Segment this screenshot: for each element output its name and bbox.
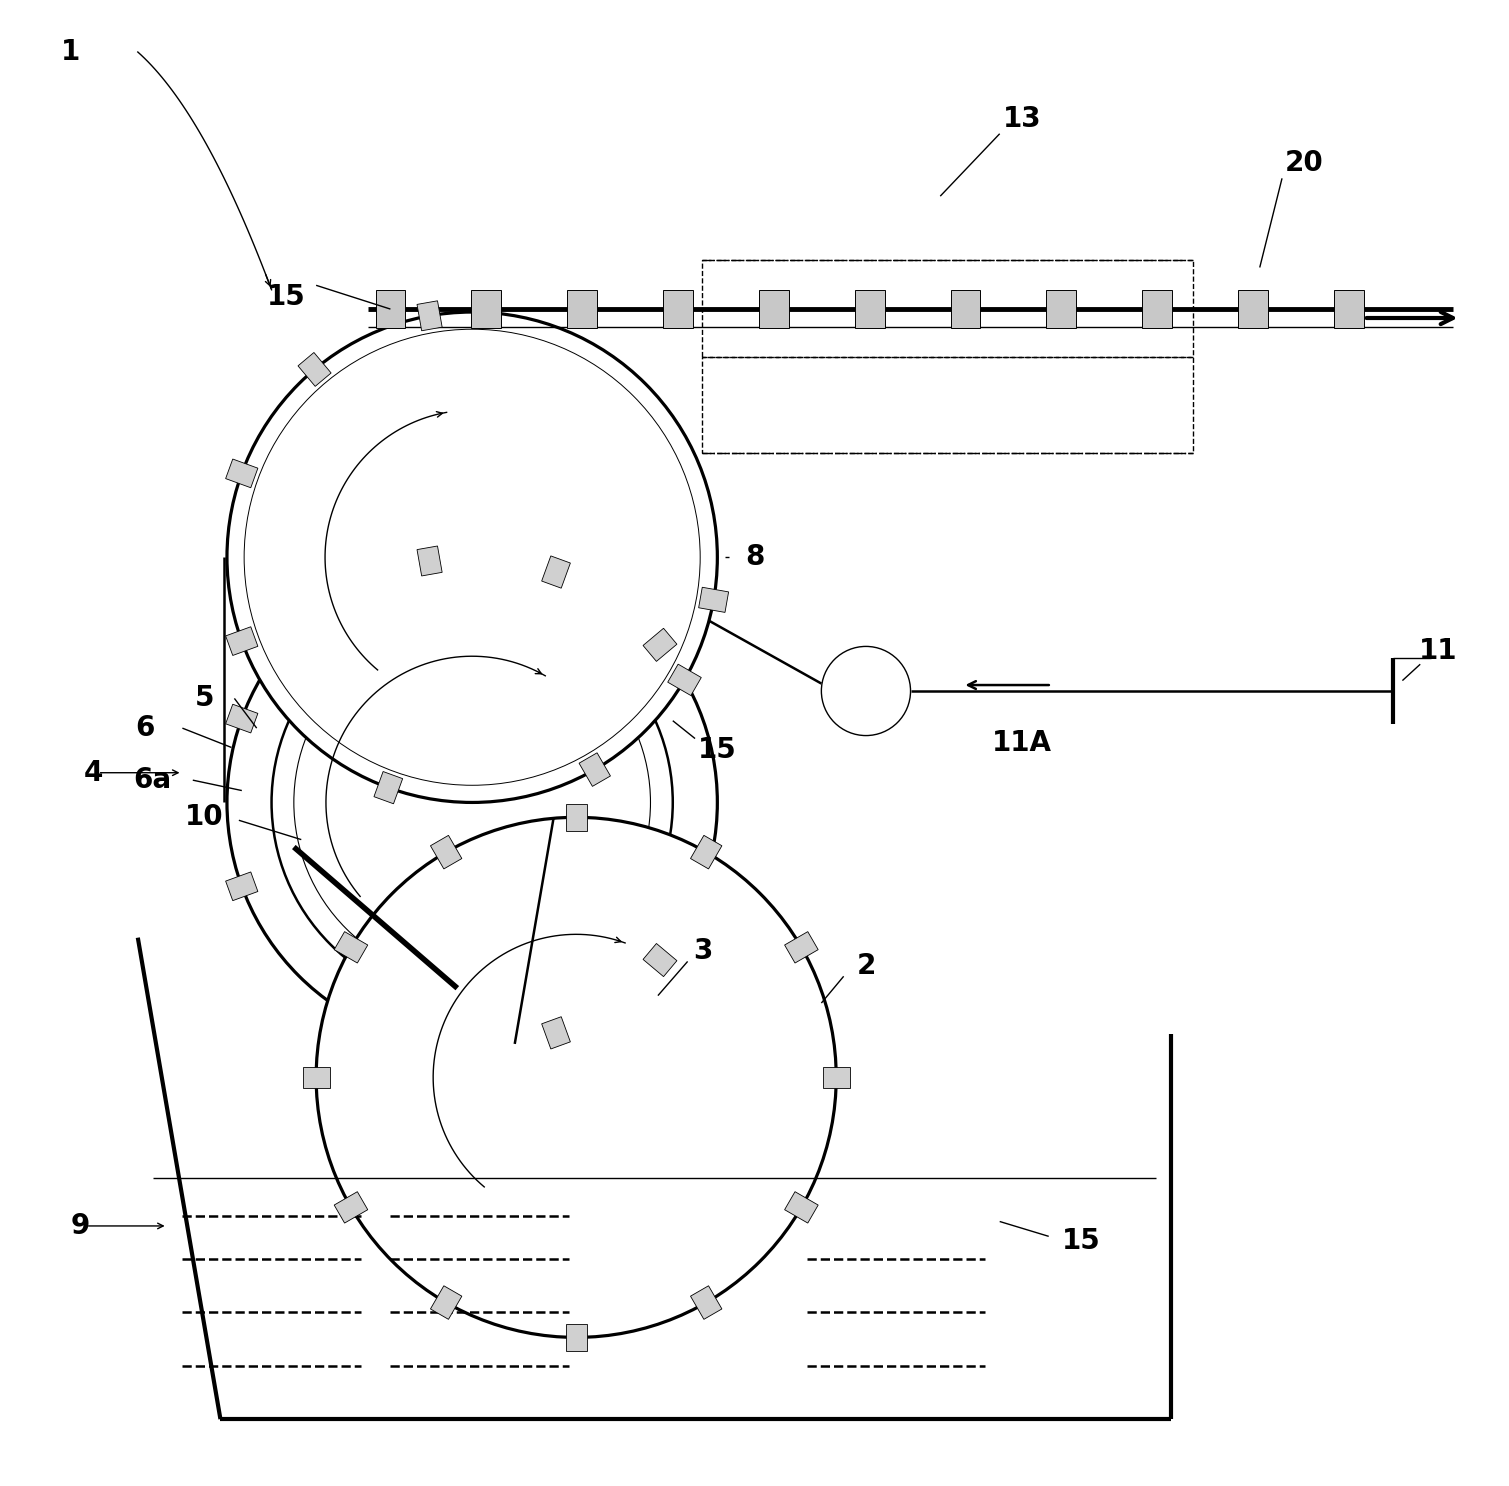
Bar [297, 352, 330, 386]
Bar [1239, 290, 1268, 328]
Bar [226, 872, 258, 901]
Text: 11: 11 [1418, 637, 1458, 664]
Circle shape [226, 312, 717, 802]
Bar [374, 771, 403, 804]
Circle shape [226, 557, 717, 1048]
Text: 15: 15 [1062, 1227, 1100, 1254]
Text: 15: 15 [699, 737, 736, 764]
Bar [951, 290, 981, 328]
Text: 9: 9 [71, 1213, 89, 1239]
Text: 2: 2 [856, 953, 875, 979]
Circle shape [272, 602, 673, 1003]
Bar [333, 1192, 368, 1223]
Bar [643, 944, 678, 976]
Bar [1142, 290, 1172, 328]
Bar [1334, 290, 1364, 328]
Bar [430, 1285, 462, 1320]
Bar [376, 290, 406, 328]
Bar [643, 629, 678, 661]
Bar [226, 627, 258, 655]
Bar [759, 290, 789, 328]
Bar [567, 290, 598, 328]
Bar [579, 753, 611, 786]
Bar [542, 1016, 570, 1049]
Bar [566, 804, 587, 831]
Bar [416, 545, 442, 577]
Bar [226, 459, 258, 487]
Bar [785, 1192, 818, 1223]
Bar [303, 1067, 329, 1088]
Bar [854, 290, 884, 328]
Bar [667, 664, 702, 695]
Bar [416, 300, 442, 331]
Bar [699, 587, 729, 612]
Text: 4: 4 [83, 759, 103, 786]
Text: 5: 5 [195, 685, 214, 712]
Bar [226, 704, 258, 733]
Bar [691, 835, 721, 869]
Bar [1047, 290, 1076, 328]
Text: 10: 10 [186, 804, 223, 831]
Bar [662, 290, 693, 328]
Bar [471, 290, 501, 328]
Bar [703, 357, 1194, 453]
Circle shape [821, 646, 910, 736]
Bar [430, 835, 462, 869]
Text: 15: 15 [267, 284, 306, 311]
Bar [703, 260, 1194, 357]
Text: 1: 1 [62, 39, 80, 65]
Text: 8: 8 [745, 544, 764, 571]
Bar [785, 932, 818, 963]
Text: 6: 6 [136, 715, 155, 742]
Text: 20: 20 [1286, 150, 1323, 177]
Text: 6a: 6a [134, 767, 172, 794]
Text: 13: 13 [1002, 106, 1041, 132]
Text: 11A: 11A [991, 730, 1052, 756]
Bar [333, 932, 368, 963]
Circle shape [315, 817, 836, 1337]
Bar [691, 1285, 721, 1320]
Bar [566, 1324, 587, 1351]
Text: 3: 3 [693, 938, 712, 964]
Bar [822, 1067, 850, 1088]
Bar [542, 556, 570, 588]
